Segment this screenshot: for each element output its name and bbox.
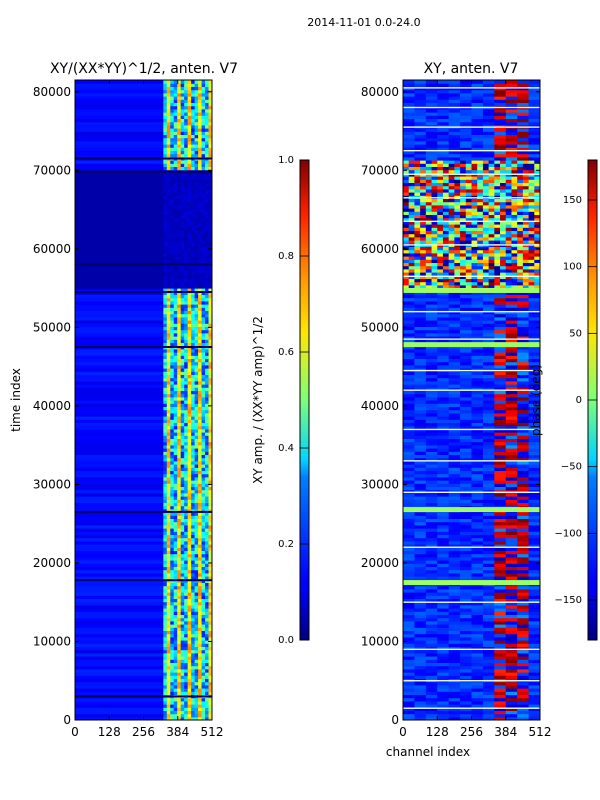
y-tick-label: 60000 <box>33 242 71 256</box>
left-colorbar: 0.0 0.2 0.4 0.6 0.8 1.0 XY amp. / (XX*YY amp)… <box>251 155 310 646</box>
left-colorbar-label: XY amp. / (XX*YY amp)^1/2 <box>251 316 265 484</box>
x-tick-label: 512 <box>529 725 552 739</box>
y-tick-label: 0 <box>63 713 71 727</box>
colorbar-tick-label: 0.2 <box>278 539 294 550</box>
colorbar-tick-label: 0.6 <box>278 347 294 358</box>
right-heatmap-image <box>403 80 540 720</box>
colorbar-tick-label: 100 <box>563 262 582 273</box>
colorbar-tick-label: 50 <box>569 328 582 339</box>
colorbar-tick-label: 0 <box>576 395 582 406</box>
x-tick-label: 256 <box>132 725 155 739</box>
right-xlabel: channel index <box>386 745 470 759</box>
y-tick-label: 70000 <box>33 163 71 177</box>
y-tick-label: 10000 <box>33 634 71 648</box>
left-title: XY/(XX*YY)^1/2, anten. V7 <box>50 61 238 77</box>
colorbar-tick-label: 150 <box>563 195 582 206</box>
x-tick-label: 384 <box>494 725 517 739</box>
x-tick-label: 512 <box>201 725 224 739</box>
y-tick-label: 10000 <box>361 634 399 648</box>
y-tick-label: 80000 <box>361 85 399 99</box>
right-panel: XY, anten. V7 0 128 256 384 512 0 10000 20000 30… <box>361 61 552 759</box>
left-ylabel: time index <box>9 368 23 432</box>
colorbar-tick-label: 1.0 <box>278 155 294 166</box>
y-tick-label: 50000 <box>33 320 71 334</box>
left-colorbar-bar <box>299 159 310 641</box>
y-tick-label: 60000 <box>361 242 399 256</box>
y-tick-label: 20000 <box>33 556 71 570</box>
colorbar-tick-label: −50 <box>561 462 582 473</box>
right-colorbar: −150 −100 −50 0 50 100 150 phase (deg) <box>529 159 598 641</box>
colorbar-tick-label: −150 <box>555 595 582 606</box>
y-tick-label: 40000 <box>33 399 71 413</box>
x-tick-label: 256 <box>460 725 483 739</box>
x-tick-label: 0 <box>71 725 79 739</box>
y-tick-label: 70000 <box>361 163 399 177</box>
y-tick-label: 30000 <box>33 477 71 491</box>
x-tick-label: 128 <box>98 725 121 739</box>
y-tick-label: 20000 <box>361 556 399 570</box>
colorbar-tick-label: 0.4 <box>278 443 294 454</box>
colorbar-tick-label: 0.0 <box>278 635 294 646</box>
y-tick-label: 30000 <box>361 477 399 491</box>
x-tick-label: 384 <box>166 725 189 739</box>
y-tick-label: 40000 <box>361 399 399 413</box>
left-heatmap-image <box>75 80 212 720</box>
right-title: XY, anten. V7 <box>424 61 519 77</box>
y-tick-label: 0 <box>391 713 399 727</box>
left-panel: XY/(XX*YY)^1/2, anten. V7 0 128 256 384 512 0… <box>9 61 238 739</box>
colorbar-tick-label: −100 <box>555 528 582 539</box>
colorbar-tick-label: 0.8 <box>278 251 294 262</box>
y-tick-label: 50000 <box>361 320 399 334</box>
right-colorbar-label: phase (deg) <box>529 364 543 436</box>
x-tick-label: 128 <box>426 725 449 739</box>
y-tick-label: 80000 <box>33 85 71 99</box>
suptitle: 2014-11-01 0.0-24.0 <box>307 16 420 29</box>
x-tick-label: 0 <box>399 725 407 739</box>
